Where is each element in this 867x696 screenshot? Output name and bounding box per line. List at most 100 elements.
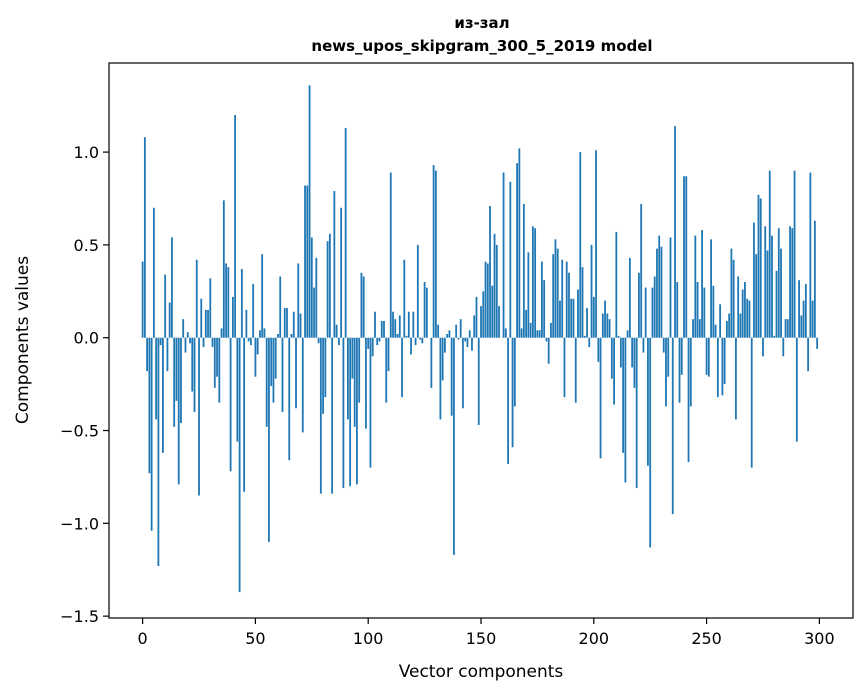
- bar-177: [541, 261, 543, 338]
- bar-243: [689, 337, 692, 407]
- y-tick-label: −0.5: [60, 422, 99, 441]
- bar-184: [556, 248, 559, 338]
- bar-224: [647, 337, 649, 466]
- bar-147: [473, 315, 476, 338]
- bar-43: [238, 337, 241, 593]
- bar-230: [660, 246, 663, 338]
- bar-132: [439, 337, 442, 420]
- y-tick-label: 0.5: [74, 236, 99, 255]
- bar-228: [656, 248, 658, 338]
- bar-142: [462, 337, 464, 409]
- bar-271: [753, 222, 755, 338]
- bar-100: [367, 337, 370, 349]
- bar-299: [816, 337, 819, 349]
- bar-212: [619, 337, 622, 368]
- bar-98: [362, 276, 365, 338]
- bar-174: [534, 228, 537, 338]
- bar-70: [299, 313, 302, 338]
- bar-251: [707, 337, 710, 377]
- bar-94: [353, 337, 356, 427]
- bar-275: [762, 337, 764, 357]
- bar-114: [398, 315, 401, 338]
- y-tick-label: 1.0: [74, 143, 99, 162]
- y-axis-ticks: −1.5 −1.0 −0.5 0.0 0.5 1.0: [60, 143, 109, 626]
- bar-95: [356, 337, 358, 485]
- bar-8: [159, 337, 162, 346]
- bar-141: [459, 319, 462, 338]
- bar-173: [531, 226, 534, 338]
- bar-291: [798, 280, 800, 338]
- bar-279: [771, 235, 773, 338]
- bar-158: [498, 306, 500, 338]
- bar-207: [608, 319, 611, 338]
- bar-117: [405, 335, 408, 338]
- bar-286: [786, 319, 789, 338]
- bar-210: [615, 231, 618, 338]
- bar-152: [484, 261, 487, 338]
- bar-15: [175, 337, 178, 401]
- bar-29: [207, 309, 209, 338]
- x-axis-ticks: 0 50 100 150 200 250 300: [138, 618, 835, 648]
- bar-39: [229, 337, 232, 472]
- bar-193: [577, 289, 579, 338]
- bar-119: [410, 337, 412, 355]
- bar-37: [225, 263, 227, 338]
- bar-277: [766, 250, 769, 338]
- bar-180: [547, 337, 550, 364]
- bar-260: [728, 313, 731, 338]
- bar-11: [166, 337, 169, 372]
- bar-113: [396, 334, 399, 338]
- bar-140: [457, 337, 460, 340]
- bar-136: [448, 330, 451, 338]
- bar-106: [380, 321, 383, 338]
- bar-20: [186, 332, 189, 338]
- bar-110: [389, 172, 392, 338]
- bar-151: [482, 291, 485, 338]
- bar-225: [649, 337, 652, 548]
- bar-4: [150, 337, 153, 531]
- bar-71: [301, 337, 304, 433]
- bar-101: [369, 337, 372, 468]
- bar-9: [162, 337, 164, 453]
- bar-60: [277, 334, 279, 338]
- bar-203: [599, 337, 602, 459]
- bar-261: [730, 248, 733, 338]
- bar-105: [378, 337, 381, 342]
- bar-192: [574, 337, 577, 403]
- bar-179: [545, 337, 548, 342]
- bar-79: [319, 337, 322, 494]
- bar-218: [633, 337, 636, 388]
- bar-57: [270, 337, 273, 386]
- bar-124: [421, 337, 424, 344]
- bar-176: [538, 330, 541, 338]
- bar-30: [209, 278, 212, 338]
- bar-54: [263, 328, 266, 338]
- bar-154: [489, 205, 491, 338]
- bar-1: [143, 137, 146, 338]
- bar-128: [430, 337, 433, 388]
- bar-263: [735, 337, 737, 420]
- bar-216: [628, 257, 631, 338]
- bar-34: [218, 337, 221, 403]
- bar-133: [441, 337, 444, 381]
- bar-219: [635, 337, 638, 489]
- bar-44: [240, 269, 243, 338]
- bar-162: [507, 337, 509, 464]
- bar-157: [495, 244, 498, 338]
- x-tick-label: 300: [804, 629, 835, 648]
- bar-242: [687, 337, 690, 463]
- bar-10: [164, 274, 167, 338]
- bar-122: [416, 244, 419, 338]
- bar-201: [595, 150, 597, 338]
- bar-205: [604, 300, 606, 338]
- bar-227: [653, 276, 656, 338]
- bar-268: [746, 298, 749, 338]
- y-tick-label: −1.0: [60, 514, 99, 533]
- bar-215: [626, 330, 629, 338]
- bar-297: [811, 300, 814, 338]
- bar-293: [802, 300, 805, 338]
- bar-52: [259, 330, 261, 338]
- bar-83: [328, 233, 331, 338]
- bar-92: [349, 337, 352, 487]
- bar-280: [773, 335, 776, 338]
